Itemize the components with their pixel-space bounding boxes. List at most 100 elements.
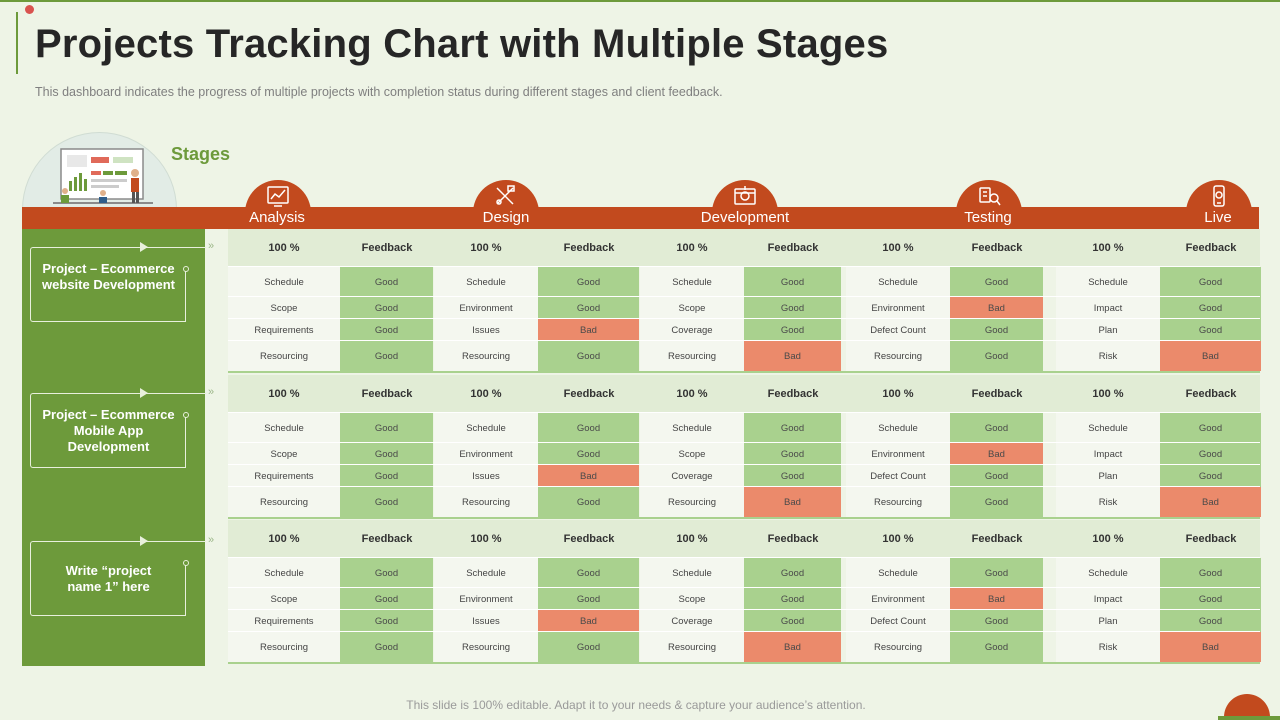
- feedback-status: Bad: [538, 465, 639, 487]
- feedback-status: Good: [538, 487, 639, 517]
- metric-label: Schedule: [228, 413, 340, 443]
- stage-percent: 100 %: [882, 242, 914, 254]
- metric-label: Resourcing: [846, 487, 950, 517]
- feedback-header: Feedback: [1185, 242, 1237, 254]
- table-header-row: 100 % Feedback 100 % Feedback 100 % Feedback 1…: [228, 229, 1260, 267]
- metric-label: Requirements: [228, 319, 340, 341]
- row-separator: [228, 464, 1260, 465]
- stage-percent: 100 %: [676, 388, 708, 400]
- feedback-header: Feedback: [1185, 533, 1237, 545]
- feedback-status: Good: [744, 558, 841, 588]
- feedback-status: Good: [1160, 319, 1261, 341]
- stage-band: [22, 207, 1259, 229]
- stage-percent: 100 %: [882, 533, 914, 545]
- metric-label: Plan: [1056, 465, 1160, 487]
- feedback-status: Good: [538, 341, 639, 371]
- chevron-right-icon: »: [208, 240, 215, 252]
- feedback-status: Good: [340, 610, 433, 632]
- metric-label: Schedule: [846, 267, 950, 297]
- stage-percent: 100 %: [470, 242, 502, 254]
- feedback-header: Feedback: [1185, 388, 1237, 400]
- stage-name-design: Design: [482, 209, 530, 226]
- project-name: Project – Ecommerce website Development: [42, 261, 175, 292]
- metric-label: Environment: [846, 297, 950, 319]
- development-icon: [734, 186, 756, 205]
- feedback-status: Good: [538, 588, 639, 610]
- feedback-status: Good: [538, 413, 639, 443]
- feedback-header: Feedback: [563, 388, 615, 400]
- metric-label: Resourcing: [846, 632, 950, 662]
- metric-label: Impact: [1056, 588, 1160, 610]
- metric-label: Schedule: [1056, 558, 1160, 588]
- feedback-status: Good: [340, 267, 433, 297]
- feedback-status: Good: [340, 341, 433, 371]
- feedback-status: Good: [538, 297, 639, 319]
- metric-label: Schedule: [640, 558, 744, 588]
- metric-label: Schedule: [434, 267, 538, 297]
- stage-percent: 100 %: [1092, 242, 1124, 254]
- feedback-status: Good: [1160, 443, 1261, 465]
- table-row: Resourcing Good Resourcing Good Resourcing Ba…: [228, 632, 1261, 662]
- stage-percent: 100 %: [470, 388, 502, 400]
- metric-label: Coverage: [640, 610, 744, 632]
- feedback-status: Good: [340, 443, 433, 465]
- feedback-status: Good: [744, 588, 841, 610]
- feedback-status: Good: [538, 443, 639, 465]
- table-bottom-border: [228, 662, 1260, 664]
- feedback-status: Bad: [1160, 487, 1261, 517]
- feedback-status: Good: [950, 319, 1043, 341]
- metric-label: Resourcing: [434, 341, 538, 371]
- feedback-status: Good: [744, 413, 841, 443]
- stages-label: Stages: [171, 144, 231, 164]
- feedback-status: Good: [1160, 413, 1261, 443]
- stage-percent: 100 %: [1092, 533, 1124, 545]
- project-box: Write “project name 1” here: [30, 541, 189, 616]
- feedback-status: Good: [538, 558, 639, 588]
- metric-label: Resourcing: [434, 487, 538, 517]
- metric-label: Schedule: [228, 558, 340, 588]
- row-separator: [228, 296, 1260, 297]
- projects-panel: [22, 229, 205, 666]
- page-subtitle: This dashboard indicates the progress of…: [35, 85, 723, 99]
- feedback-status: Bad: [1160, 341, 1261, 371]
- metric-label: Resourcing: [228, 341, 340, 371]
- metric-label: Scope: [228, 297, 340, 319]
- metric-label: Impact: [1056, 297, 1160, 319]
- feedback-status: Good: [744, 610, 841, 632]
- metric-label: Plan: [1056, 319, 1160, 341]
- stage-percent: 100 %: [268, 533, 300, 545]
- stage-percent: 100 %: [1092, 388, 1124, 400]
- metric-label: Issues: [434, 465, 538, 487]
- feedback-status: Good: [1160, 297, 1261, 319]
- feedback-status: Good: [1160, 465, 1261, 487]
- project-box: Project – Ecommerce Mobile App Developme…: [30, 393, 189, 468]
- feedback-status: Good: [950, 487, 1043, 517]
- feedback-header: Feedback: [361, 242, 413, 254]
- metric-label: Resourcing: [228, 487, 340, 517]
- row-separator: [228, 486, 1260, 487]
- feedback-status: Bad: [950, 297, 1043, 319]
- metric-label: Issues: [434, 610, 538, 632]
- feedback-status: Good: [340, 465, 433, 487]
- table-row: Scope Good Environment Good Scope Good Environ…: [228, 588, 1261, 610]
- feedback-header: Feedback: [971, 242, 1023, 254]
- metric-label: Resourcing: [228, 632, 340, 662]
- metric-label: Coverage: [640, 319, 744, 341]
- feedback-status: Good: [340, 632, 433, 662]
- row-separator: [228, 557, 1260, 558]
- feedback-status: Good: [1160, 588, 1261, 610]
- metric-label: Defect Count: [846, 610, 950, 632]
- metric-label: Schedule: [1056, 267, 1160, 297]
- metric-label: Environment: [434, 297, 538, 319]
- metric-label: Scope: [640, 443, 744, 465]
- metric-label: Resourcing: [640, 487, 744, 517]
- feedback-header: Feedback: [767, 242, 819, 254]
- corner-dot: [25, 5, 34, 14]
- stage-name-development: Development: [700, 209, 790, 226]
- table-row: Schedule Good Schedule Good Schedule Good Sche…: [228, 413, 1261, 443]
- stage-percent: 100 %: [268, 242, 300, 254]
- feedback-status: Bad: [950, 443, 1043, 465]
- feedback-status: Good: [950, 413, 1043, 443]
- project-box: Project – Ecommerce website Development: [30, 247, 189, 322]
- feedback-status: Bad: [538, 319, 639, 341]
